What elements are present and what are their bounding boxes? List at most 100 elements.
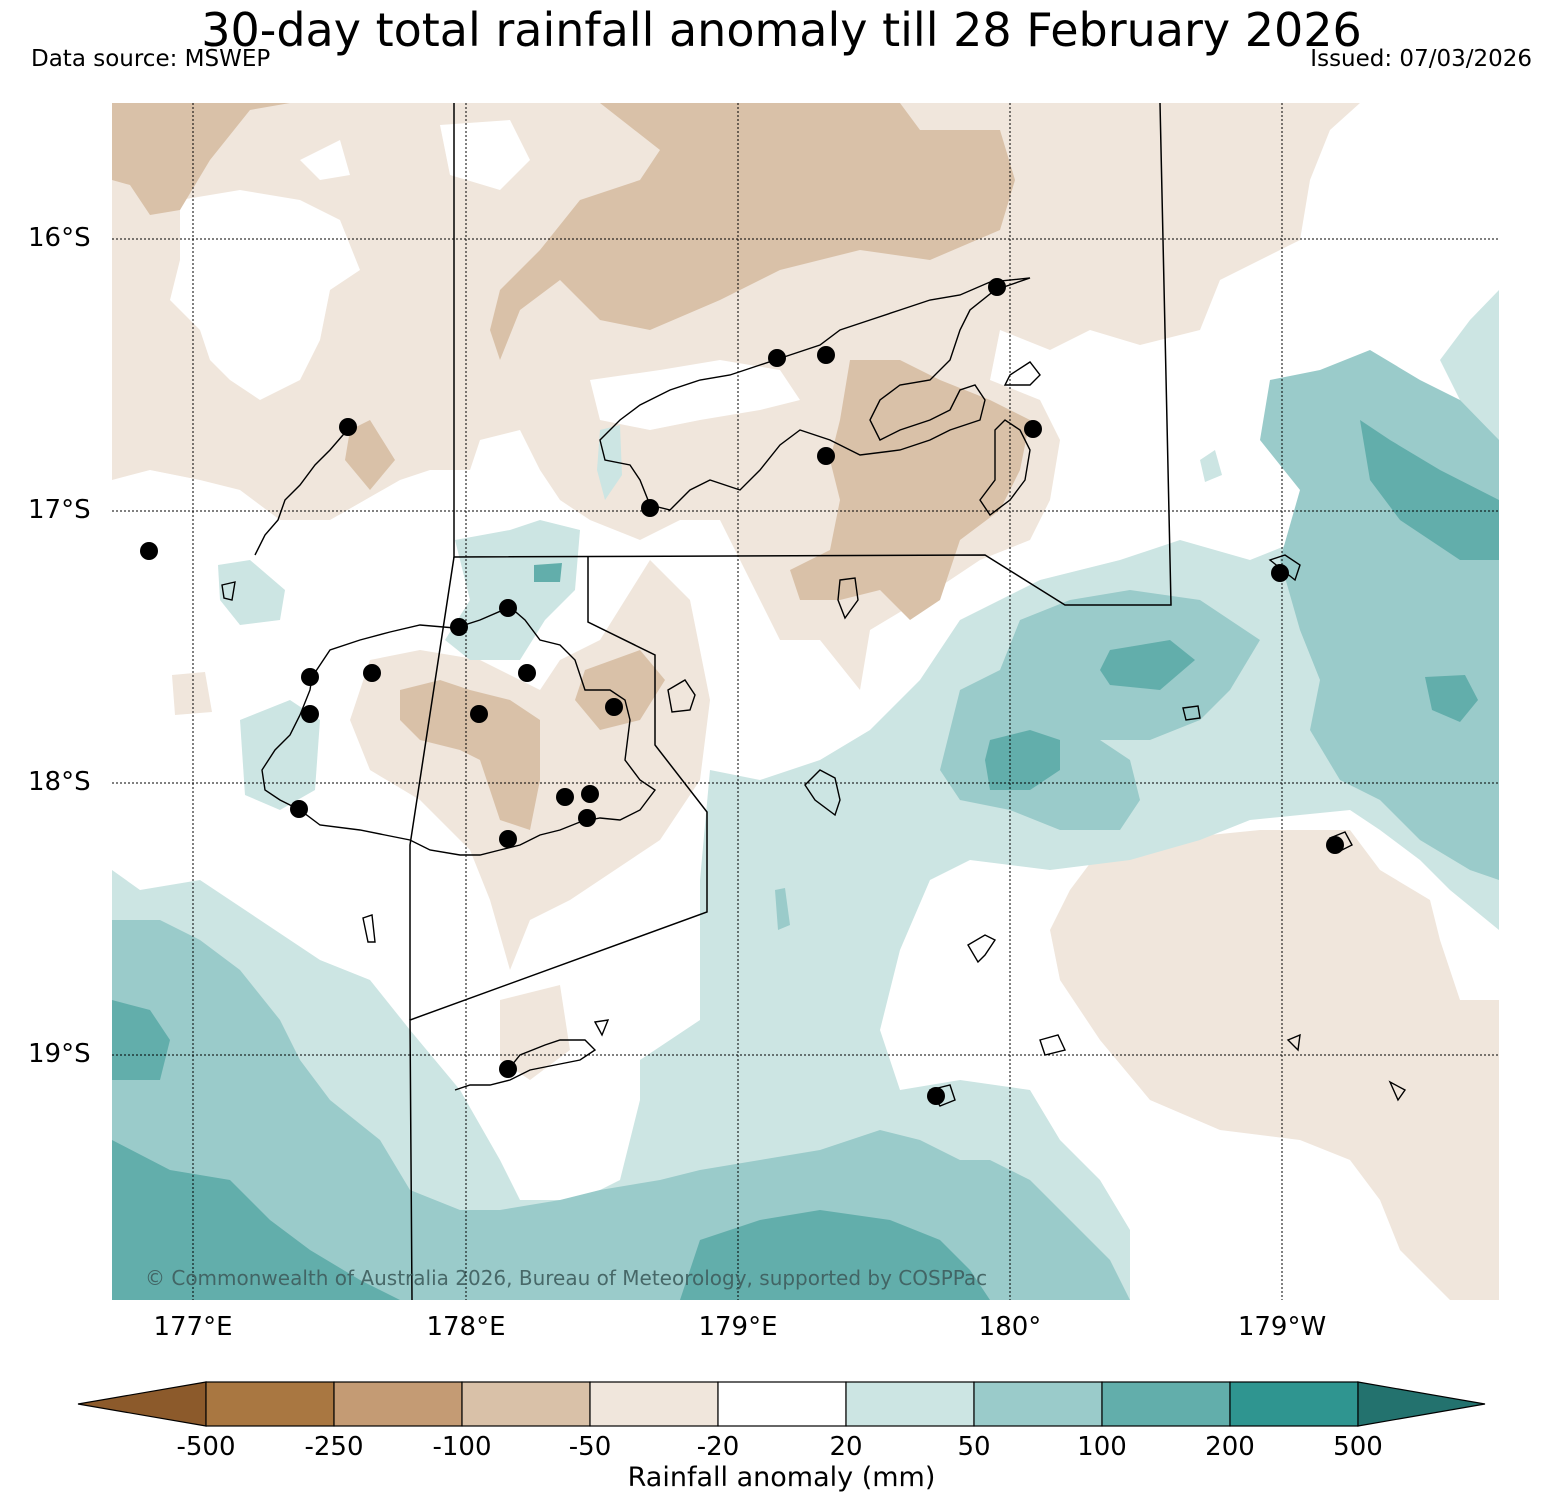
- colorbar-tick: 100: [1077, 1432, 1127, 1462]
- wet-zone-medium: [112, 920, 1130, 1300]
- colorbar-segment: [1229, 1381, 1359, 1427]
- coast-koro: [804, 769, 841, 817]
- coast-island-i: [362, 914, 376, 943]
- station-marker: [518, 664, 536, 682]
- wet-zone-strong-3: [680, 1210, 990, 1300]
- wet-zone-medium-4: [775, 888, 790, 930]
- neutral-hole-2: [440, 120, 530, 190]
- lat-label-19s: 19°S: [28, 1039, 91, 1069]
- anomaly-field: [112, 103, 1499, 1300]
- colorbar-extend-high: [1357, 1381, 1486, 1427]
- station-marker: [556, 788, 574, 806]
- lon-label-178e: 178°E: [426, 1312, 506, 1342]
- wet-zone-light-6: [597, 425, 622, 500]
- division-boundaries: [409, 102, 1172, 1301]
- wet-zone-light-5: [1200, 450, 1222, 482]
- coast-island-j: [593, 1019, 610, 1037]
- colorbar-segment: [973, 1381, 1103, 1427]
- northern-division-boundary: [453, 102, 1172, 606]
- colorbar-segment: [589, 1381, 719, 1427]
- dry-zone-light-2: [1050, 830, 1499, 1300]
- coast-island-k: [221, 581, 236, 601]
- colorbar-tick: 20: [829, 1432, 863, 1462]
- station-marker: [470, 705, 488, 723]
- colorbar-segment: [461, 1381, 591, 1427]
- coast-island-g: [1286, 1033, 1301, 1052]
- coast-island-f: [1388, 1080, 1407, 1102]
- colorbar-tick: 200: [1205, 1432, 1255, 1462]
- colorbar-segment: [717, 1381, 847, 1427]
- station-marker: [499, 830, 517, 848]
- dry-zone-medium-4: [345, 420, 395, 490]
- station-marker: [450, 618, 468, 636]
- station-marker: [301, 705, 319, 723]
- dry-zone-medium-2: [490, 103, 1015, 360]
- station-marker: [499, 1060, 517, 1078]
- wet-zone-strong-2: [112, 1140, 400, 1300]
- coast-island-b: [1003, 361, 1041, 386]
- issued-date: Issued: 07/03/2026: [1310, 46, 1532, 72]
- station-marker: [578, 809, 596, 827]
- coast-taveuni: [979, 419, 1031, 517]
- station-marker: [290, 800, 308, 818]
- colorbar-tick: -50: [568, 1432, 612, 1462]
- wet-zone-light-3: [218, 560, 285, 625]
- lon-label-177e: 177°E: [153, 1312, 233, 1342]
- station-marker: [581, 785, 599, 803]
- copyright-notice: © Commonwealth of Australia 2026, Bureau…: [145, 1266, 988, 1290]
- wet-zone-strong-7: [1425, 675, 1478, 722]
- western-division-boundary: [409, 556, 455, 1020]
- eastern-division-boundary: [409, 557, 708, 1301]
- station-marker: [817, 447, 835, 465]
- neutral-hole-3: [170, 190, 360, 400]
- station-marker: [1271, 564, 1289, 582]
- station-marker: [605, 698, 623, 716]
- colorbar-title: Rainfall anomaly (mm): [627, 1462, 936, 1493]
- wet-zone-light-2: [445, 520, 580, 660]
- lon-label-180: 180°: [978, 1312, 1042, 1342]
- dry-zone-light-5: [500, 985, 570, 1080]
- station-marker: [1024, 420, 1042, 438]
- colorbar-tick: -500: [176, 1432, 236, 1462]
- station-marker: [499, 599, 517, 617]
- neutral-hole-4: [590, 360, 800, 430]
- dry-zone-medium-6: [575, 650, 665, 730]
- colorbar-segment: [205, 1381, 335, 1427]
- colorbar-tick: -250: [304, 1432, 364, 1462]
- coast-kadavu: [454, 1039, 597, 1091]
- station-marker: [140, 542, 158, 560]
- colorbar-segment: [333, 1381, 463, 1427]
- coast-gau: [667, 679, 696, 713]
- colorbar-tick: 500: [1333, 1432, 1383, 1462]
- lat-label-17s: 17°S: [28, 495, 91, 525]
- wet-zone-strong-5: [985, 730, 1060, 790]
- colorbar-tick: 50: [957, 1432, 991, 1462]
- coast-yasawa: [254, 427, 350, 556]
- station-marker: [768, 349, 786, 367]
- wet-zone-strong: [112, 1000, 170, 1080]
- station-marker: [1326, 836, 1344, 854]
- station-marker: [988, 278, 1006, 296]
- lat-label-18s: 18°S: [28, 767, 91, 797]
- coast-vanua-levu: [599, 277, 1031, 511]
- coast-island-c: [1039, 1034, 1066, 1056]
- data-source: Data source: MSWEP: [31, 46, 271, 72]
- stations: [140, 278, 1344, 1105]
- lon-label-179e: 179°E: [698, 1312, 778, 1342]
- lon-label-179w: 179°W: [1237, 1312, 1327, 1342]
- colorbar-extend-low: [77, 1381, 207, 1427]
- dry-zone-medium: [112, 103, 290, 215]
- colorbar-tick: -20: [696, 1432, 740, 1462]
- lat-label-16s: 16°S: [28, 223, 91, 253]
- coast-island-h: [1182, 705, 1201, 721]
- wet-zone-strong-4: [1100, 640, 1195, 690]
- wet-zone-strong-8: [534, 563, 562, 582]
- colorbar-tick: -100: [432, 1432, 492, 1462]
- wet-zone-light: [112, 290, 1499, 1300]
- station-marker: [817, 346, 835, 364]
- station-marker: [301, 668, 319, 686]
- station-marker: [927, 1087, 945, 1105]
- graticule: [112, 103, 1499, 1300]
- station-marker: [363, 664, 381, 682]
